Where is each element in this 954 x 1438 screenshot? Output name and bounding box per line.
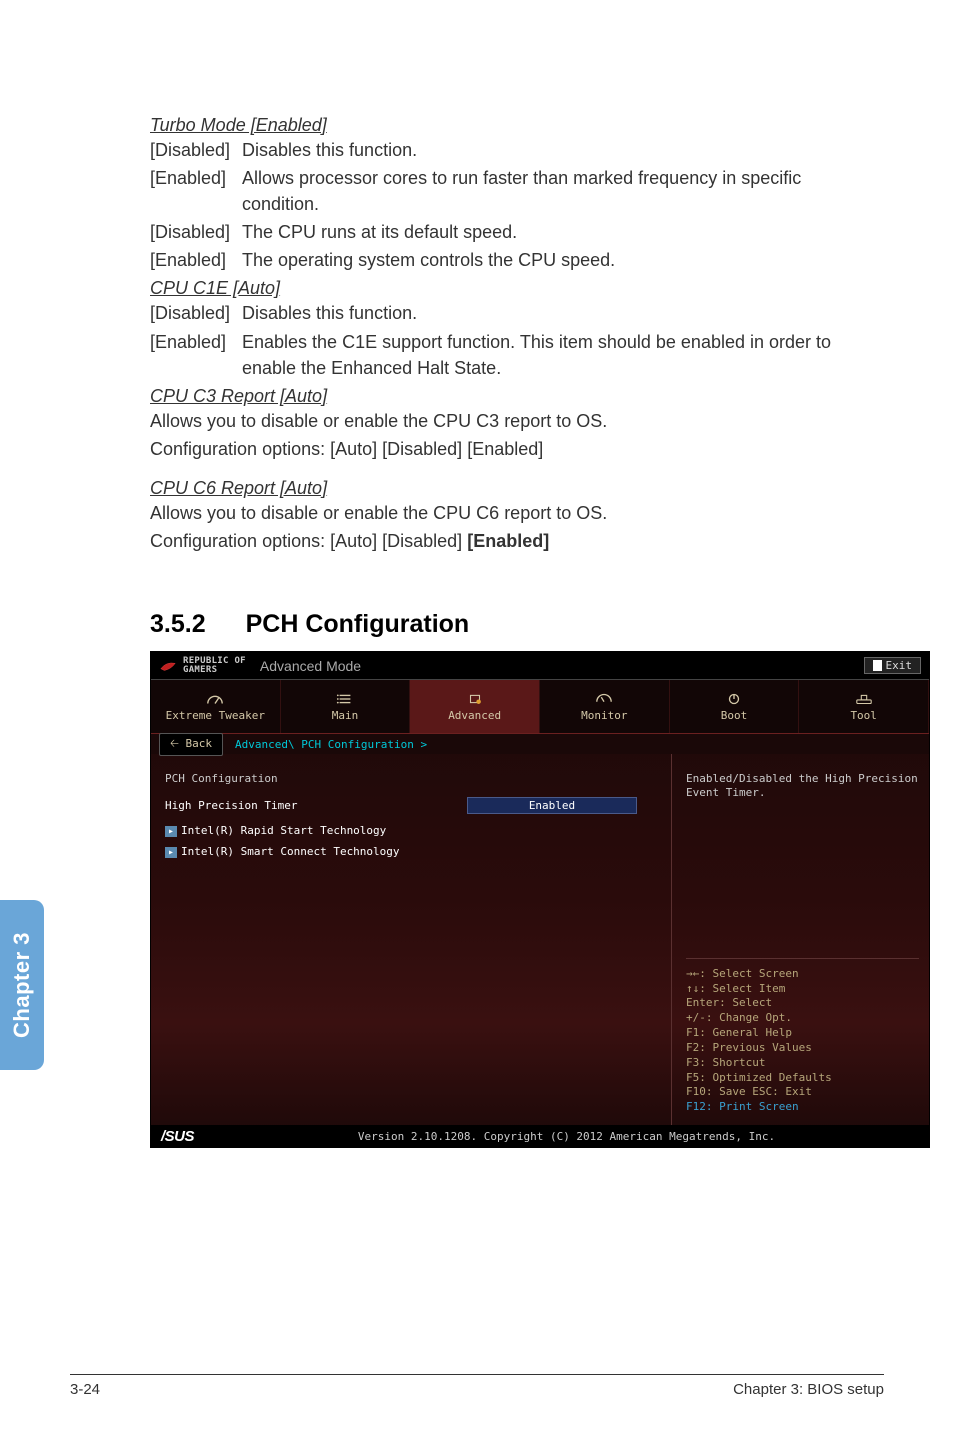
gauge-icon bbox=[206, 692, 224, 706]
option-row: [Enabled] Allows processor cores to run … bbox=[150, 165, 854, 217]
rog-eye-icon bbox=[159, 659, 177, 673]
exit-icon bbox=[873, 660, 882, 671]
bios-main-panel: PCH Configuration High Precision Timer E… bbox=[151, 754, 671, 1125]
cpu-c6-options: Configuration options: [Auto] [Disabled]… bbox=[150, 528, 854, 554]
option-label: [Disabled] bbox=[150, 137, 242, 163]
asus-logo: /SUS bbox=[161, 1128, 194, 1145]
tab-tool[interactable]: Tool bbox=[799, 680, 929, 733]
option-desc: Disables this function. bbox=[242, 137, 854, 163]
bios-body: PCH Configuration High Precision Timer E… bbox=[151, 754, 929, 1125]
bios-side-panel: Enabled/Disabled the High Precision Even… bbox=[671, 754, 929, 1125]
chapter-tab-label: Chapter 3 bbox=[9, 932, 35, 1038]
page-footer: 3-24 Chapter 3: BIOS setup bbox=[70, 1374, 884, 1398]
bios-tabs: Extreme Tweaker Main Advanced Monitor Bo… bbox=[151, 680, 929, 734]
rog-logo: REPUBLIC OF GAMERS Advanced Mode bbox=[159, 657, 361, 675]
option-row: [Disabled] Disables this function. bbox=[150, 300, 854, 326]
back-button[interactable]: 🡠 Back bbox=[159, 733, 223, 756]
option-row: [Disabled] The CPU runs at its default s… bbox=[150, 219, 854, 245]
option-desc: Enables the C1E support function. This i… bbox=[242, 329, 854, 381]
option-desc: The operating system controls the CPU sp… bbox=[242, 247, 854, 273]
option-desc: The CPU runs at its default speed. bbox=[242, 219, 854, 245]
list-icon bbox=[336, 692, 354, 706]
tab-monitor[interactable]: Monitor bbox=[540, 680, 670, 733]
exit-button[interactable]: Exit bbox=[864, 657, 922, 674]
bios-breadcrumb-row: 🡠 Back Advanced\ PCH Configuration > bbox=[151, 734, 929, 754]
tab-advanced[interactable]: Advanced bbox=[410, 680, 540, 733]
option-row: [Enabled] Enables the C1E support functi… bbox=[150, 329, 854, 381]
tab-main[interactable]: Main bbox=[281, 680, 411, 733]
monitor-icon bbox=[595, 692, 613, 706]
pch-heading: PCH Configuration bbox=[165, 772, 657, 785]
option-desc: Disables this function. bbox=[242, 300, 854, 326]
section-number: 3.5.2 bbox=[150, 610, 206, 638]
section-title: PCH Configuration bbox=[246, 610, 470, 638]
tool-icon bbox=[855, 692, 873, 706]
high-precision-timer-row[interactable]: High Precision Timer Enabled bbox=[165, 797, 657, 814]
chapter-label: Chapter 3: BIOS setup bbox=[733, 1381, 884, 1398]
tab-boot[interactable]: Boot bbox=[670, 680, 800, 733]
option-label: [Enabled] bbox=[150, 165, 242, 217]
smart-connect-item[interactable]: ▸Intel(R) Smart Connect Technology bbox=[165, 845, 657, 858]
hp-timer-value[interactable]: Enabled bbox=[467, 797, 637, 814]
option-label: [Enabled] bbox=[150, 247, 242, 273]
bios-version-text: Version 2.10.1208. Copyright (C) 2012 Am… bbox=[214, 1130, 919, 1143]
bios-mode-label: Advanced Mode bbox=[260, 658, 361, 674]
cpu-c3-desc: Allows you to disable or enable the CPU … bbox=[150, 408, 854, 434]
cpu-c3-title: CPU C3 Report [Auto] bbox=[150, 386, 854, 407]
option-label: [Disabled] bbox=[150, 219, 242, 245]
chip-icon bbox=[466, 692, 484, 706]
cpu-c1e-title: CPU C1E [Auto] bbox=[150, 278, 854, 299]
option-label: [Disabled] bbox=[150, 300, 242, 326]
section-heading: 3.5.2 PCH Configuration bbox=[150, 610, 854, 639]
side-keys: →←: Select Screen ↑↓: Select Item Enter:… bbox=[686, 958, 919, 1115]
rog-brand-text: REPUBLIC OF GAMERS bbox=[183, 657, 246, 675]
hp-timer-label: High Precision Timer bbox=[165, 799, 297, 812]
breadcrumb: Advanced\ PCH Configuration > bbox=[235, 738, 427, 751]
cpu-c6-title: CPU C6 Report [Auto] bbox=[150, 478, 854, 499]
bios-footer: /SUS Version 2.10.1208. Copyright (C) 20… bbox=[151, 1125, 929, 1147]
bios-screenshot: REPUBLIC OF GAMERS Advanced Mode Exit Ex… bbox=[150, 651, 930, 1148]
chapter-side-tab: Chapter 3 bbox=[0, 900, 44, 1070]
power-icon bbox=[725, 692, 743, 706]
side-help-text: Enabled/Disabled the High Precision Even… bbox=[686, 772, 919, 801]
chevron-right-icon: ▸ bbox=[165, 847, 177, 858]
tab-extreme-tweaker[interactable]: Extreme Tweaker bbox=[151, 680, 281, 733]
option-desc: Allows processor cores to run faster tha… bbox=[242, 165, 854, 217]
turbo-mode-title: Turbo Mode [Enabled] bbox=[150, 115, 854, 136]
cpu-c3-options: Configuration options: [Auto] [Disabled]… bbox=[150, 436, 854, 462]
bios-titlebar: REPUBLIC OF GAMERS Advanced Mode Exit bbox=[151, 652, 929, 680]
option-label: [Enabled] bbox=[150, 329, 242, 381]
page-number: 3-24 bbox=[70, 1381, 100, 1398]
chevron-right-icon: ▸ bbox=[165, 826, 177, 837]
cpu-c6-desc: Allows you to disable or enable the CPU … bbox=[150, 500, 854, 526]
page-content: Turbo Mode [Enabled] [Disabled] Disables… bbox=[0, 0, 954, 1148]
option-row: [Disabled] Disables this function. bbox=[150, 137, 854, 163]
rapid-start-item[interactable]: ▸Intel(R) Rapid Start Technology bbox=[165, 824, 657, 837]
option-row: [Enabled] The operating system controls … bbox=[150, 247, 854, 273]
